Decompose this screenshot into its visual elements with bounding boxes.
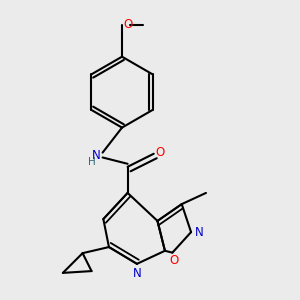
Text: N: N [195,226,204,238]
Text: N: N [133,267,141,280]
Text: O: O [169,254,179,267]
Text: N: N [92,149,100,162]
Text: H: H [88,157,96,167]
Text: O: O [156,146,165,159]
Text: O: O [124,19,133,32]
